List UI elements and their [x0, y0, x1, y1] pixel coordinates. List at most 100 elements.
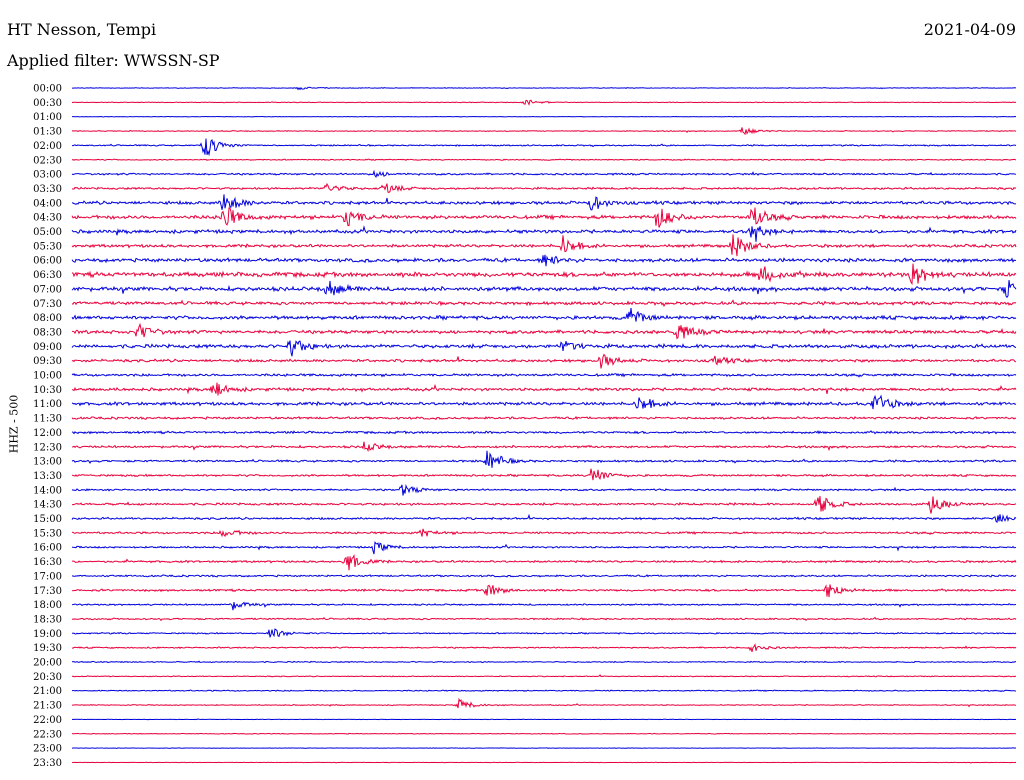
time-tick-label: 08:00 — [33, 313, 62, 324]
seismogram-trace — [71, 441, 1017, 453]
seismogram-trace — [71, 584, 1017, 598]
time-tick-label: 17:00 — [33, 571, 62, 582]
time-tick-label: 03:00 — [33, 170, 62, 181]
seismogram-trace — [71, 182, 1017, 193]
time-tick-label: 10:30 — [33, 385, 62, 396]
time-tick-label: 01:00 — [33, 112, 62, 123]
seismogram-trace — [71, 761, 1017, 764]
time-tick-label: 10:00 — [33, 371, 62, 382]
time-tick-label: 11:00 — [33, 399, 62, 410]
seismogram-trace — [71, 340, 1017, 357]
time-tick-label: 05:30 — [33, 241, 62, 252]
time-tick-label: 15:30 — [33, 528, 62, 539]
seismogram-trace — [71, 308, 1017, 322]
seismogram-trace — [71, 689, 1017, 693]
seismogram-trace — [71, 194, 1016, 211]
time-tick-label: 08:30 — [33, 327, 62, 338]
time-tick-label: 19:00 — [33, 629, 62, 640]
seismogram-trace — [71, 697, 1017, 709]
time-tick-label: 02:30 — [33, 155, 62, 166]
seismogram-trace — [71, 86, 1017, 91]
filter-label: Applied filter: WWSSN-SP — [7, 51, 220, 70]
time-tick-label: 02:00 — [33, 141, 62, 152]
seismogram-trace — [71, 554, 1017, 571]
seismogram-trace — [71, 415, 1017, 421]
time-tick-label: 16:30 — [33, 557, 62, 568]
seismogram-trace — [71, 127, 1017, 136]
time-tick-label: 18:30 — [33, 614, 62, 625]
time-tick-label: 21:30 — [33, 701, 62, 712]
time-tick-label: 20:00 — [33, 658, 62, 669]
station-title: HT Nesson, Tempi — [7, 20, 157, 39]
seismogram-trace — [71, 616, 1017, 622]
seismogram-trace — [71, 169, 1017, 178]
time-tick-label: 16:00 — [33, 543, 62, 554]
time-tick-label: 06:00 — [33, 256, 62, 267]
seismogram-trace — [71, 450, 1017, 468]
seismogram-trace — [71, 674, 1017, 678]
seismogram-trace — [71, 263, 1017, 286]
seismogram-trace — [71, 660, 1017, 664]
time-tick-label: 11:30 — [33, 414, 62, 425]
seismogram-trace — [71, 99, 1017, 106]
time-tick-label: 22:30 — [33, 729, 62, 740]
seismogram-trace — [71, 513, 1017, 524]
seismogram-trace — [71, 225, 1017, 242]
seismogram-trace — [71, 601, 1017, 611]
seismogram-trace — [71, 254, 1017, 267]
time-tick-label: 15:00 — [33, 514, 62, 525]
time-tick-label: 21:00 — [33, 686, 62, 697]
seismogram-trace — [72, 628, 1017, 638]
time-tick-label: 09:30 — [33, 356, 62, 367]
seismogram-trace — [71, 280, 1017, 299]
seismogram-trace — [71, 207, 1017, 228]
time-tick-label: 09:00 — [33, 342, 62, 353]
seismogram-trace — [71, 484, 1017, 496]
seismogram-trace — [71, 747, 1016, 749]
time-tick-label: 04:00 — [33, 198, 62, 209]
seismogram-trace — [71, 495, 1017, 514]
time-tick-label: 17:30 — [33, 586, 62, 597]
time-tick-label: 05:00 — [33, 227, 62, 238]
time-tick-label: 12:30 — [33, 442, 62, 453]
seismogram-trace — [71, 353, 1017, 369]
seismogram-trace — [71, 299, 1017, 308]
seismogram-trace — [71, 158, 1017, 162]
seismogram-trace — [71, 540, 1017, 555]
seismogram-trace — [71, 468, 1017, 481]
time-tick-label: 23:00 — [33, 744, 62, 755]
time-tick-label: 00:00 — [33, 84, 62, 95]
time-tick-label: 01:30 — [33, 127, 62, 138]
time-tick-label: 00:30 — [33, 98, 62, 109]
time-tick-label: 07:30 — [33, 299, 62, 310]
seismogram-trace — [71, 732, 1017, 735]
seismogram-trace — [71, 718, 1017, 721]
time-tick-label: 03:30 — [33, 184, 62, 195]
time-tick-label: 12:00 — [33, 428, 62, 439]
time-tick-label: 13:30 — [33, 471, 62, 482]
seismogram-trace — [71, 138, 1017, 157]
time-tick-label: 23:30 — [33, 758, 62, 769]
seismogram-trace — [71, 528, 1017, 538]
seismogram-trace — [71, 382, 1017, 396]
time-tick-label: 20:30 — [33, 672, 62, 683]
time-tick-label: 06:30 — [33, 270, 62, 281]
time-tick-label: 04:30 — [33, 213, 62, 224]
date-label: 2021-04-09 — [923, 20, 1016, 39]
seismogram-trace — [71, 322, 1017, 340]
time-tick-label: 22:00 — [33, 715, 62, 726]
seismogram-trace — [71, 394, 1017, 410]
time-tick-label: 07:00 — [33, 284, 62, 295]
seismogram-trace — [71, 115, 1017, 118]
seismogram-trace — [71, 372, 1017, 378]
time-tick-label: 13:00 — [33, 457, 62, 468]
seismogram-trace — [71, 234, 1017, 257]
seismogram-trace — [71, 643, 1017, 652]
time-tick-label: 19:30 — [33, 643, 62, 654]
seismogram-trace — [71, 430, 1017, 435]
time-tick-label: 14:30 — [33, 500, 62, 511]
time-tick-label: 14:00 — [33, 485, 62, 496]
seismogram-trace — [71, 574, 1017, 578]
time-tick-label: 18:00 — [33, 600, 62, 611]
